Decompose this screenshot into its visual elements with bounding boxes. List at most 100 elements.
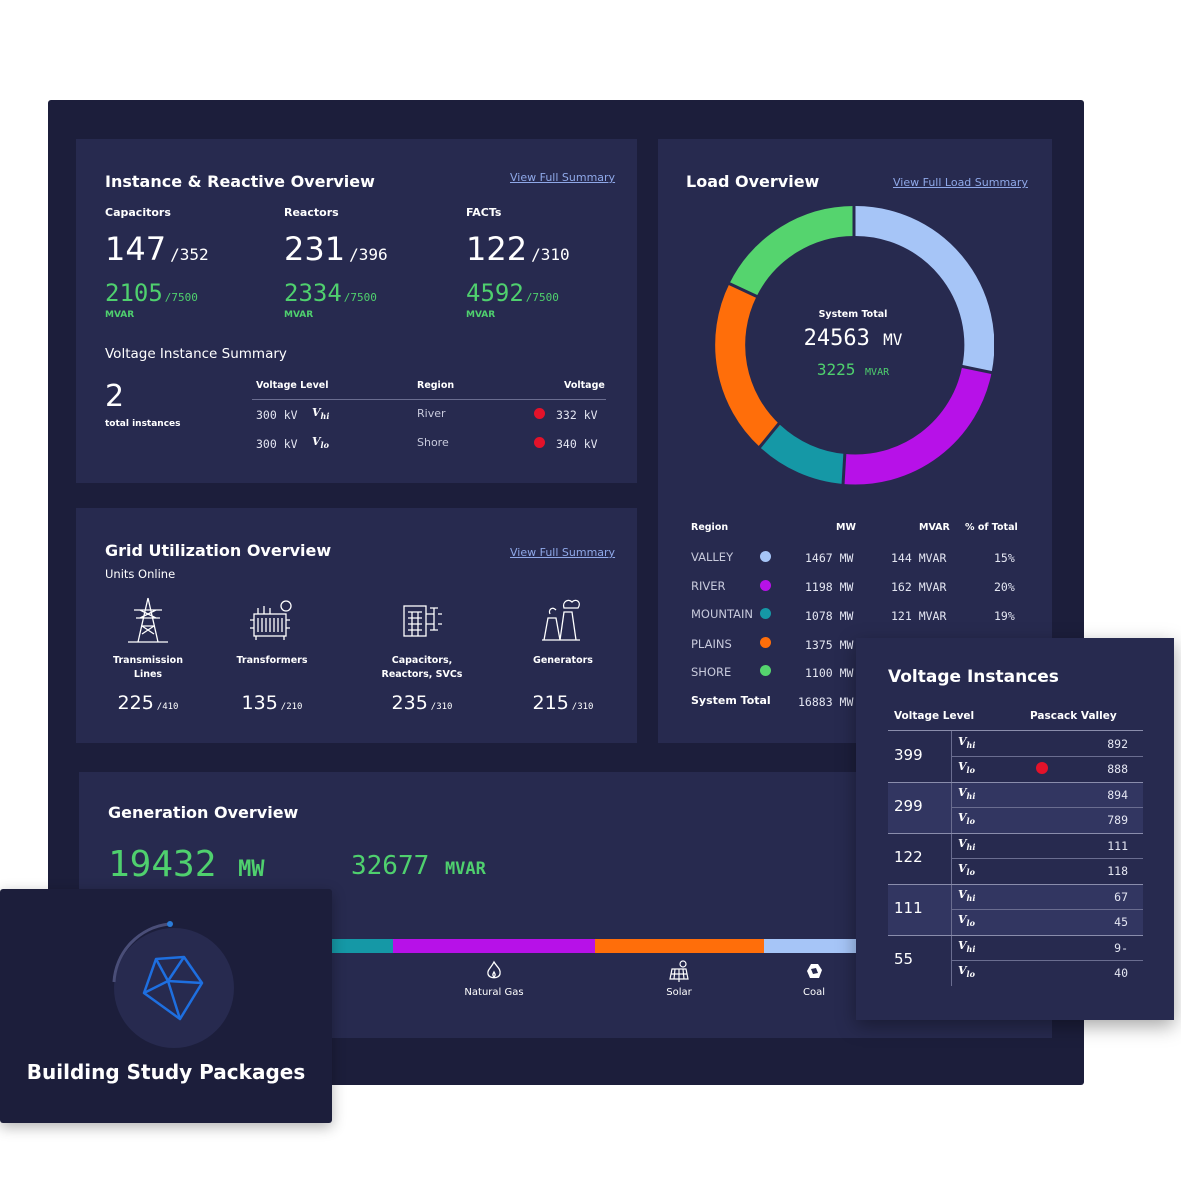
panel-title: Generation Overview: [108, 803, 299, 822]
table-divider: [252, 399, 606, 400]
reactors-unit: MVAR: [284, 310, 314, 320]
transformers-label: Transformers: [236, 655, 308, 666]
v-hi-value: 892: [1107, 737, 1128, 751]
donut-center-value: 24563 MV: [803, 326, 903, 351]
voltage-group-row: 111 Vhi 67 Vlo 45: [888, 885, 1143, 935]
v-lo-label: Vlo: [958, 811, 975, 827]
region-mw: 1100 MW: [805, 666, 854, 680]
v-lo-value: 888: [1107, 762, 1128, 776]
voltage-group-row: 55 Vhi 9- Vlo 40: [888, 936, 1143, 986]
voltage-level-value: 122: [894, 848, 923, 866]
coal-label: Coal: [802, 987, 825, 998]
generation-bar-segment: [764, 939, 859, 953]
region-pct: 15%: [994, 551, 1015, 565]
region-name: SHORE: [691, 665, 732, 679]
generation-mix-bar: [329, 939, 859, 953]
v-lo-label: Vlo: [958, 760, 975, 776]
header-region: Region: [417, 380, 455, 391]
transmission-lines-value: 225/410: [117, 692, 179, 714]
v-lo-label: Vlo: [958, 964, 975, 980]
card-title: Voltage Instances: [888, 667, 1059, 687]
panel-title: Grid Utilization Overview: [105, 541, 332, 560]
transmission-lines-label: Transmission Lines: [113, 655, 183, 680]
power-plant-icon: [542, 599, 580, 641]
reactors-mvar: 2334/7500: [284, 279, 377, 307]
view-full-load-summary-link[interactable]: View Full Load Summary: [893, 176, 1028, 189]
header-pascack-valley: Pascack Valley: [1030, 710, 1117, 722]
region-name: RIVER: [691, 579, 726, 593]
view-full-summary-link[interactable]: View Full Summary: [510, 546, 616, 559]
region-pct: 20%: [994, 580, 1015, 594]
voltage-level-value: 55: [894, 950, 914, 968]
legend-dot-valley: [760, 551, 771, 562]
generation-bar-segment: [393, 939, 595, 953]
voltage-level-value: 111: [894, 899, 923, 917]
alert-dot: [534, 437, 545, 448]
donut-segment-river: [842, 365, 992, 485]
alert-dot: [534, 408, 545, 419]
transmission-tower-icon: [128, 597, 168, 643]
header-voltage-level: Voltage Level: [894, 710, 975, 722]
voltage-level-value: 399: [894, 746, 923, 764]
capacitors-mvar: 2105/7500: [105, 279, 198, 307]
region-name: VALLEY: [691, 550, 734, 564]
generation-mvar: 32677 MVAR: [351, 851, 486, 881]
v-lo-value: 789: [1107, 813, 1128, 827]
instance-reactive-panel: Instance & Reactive Overview View Full S…: [76, 139, 637, 483]
v-lo-value: 40: [1114, 966, 1128, 980]
header-voltage-level: Voltage Level: [256, 380, 329, 391]
capacitors-reactors-svcs-value: 235/310: [391, 692, 453, 714]
voltage-group-row: 122 Vhi 111 Vlo 118: [888, 834, 1143, 884]
v-hi-label: Vhi: [958, 735, 976, 751]
v-lo-value: 118: [1107, 864, 1128, 878]
capacitor-bank-icon: [403, 605, 442, 637]
facts-label: FACTs: [466, 206, 502, 219]
voltage-instances-card: Voltage Instances Voltage Level Pascack …: [856, 638, 1174, 1020]
v-hi-label: Vhi: [958, 939, 976, 955]
panel-title: Load Overview: [686, 172, 820, 191]
donut-segment-shore: [729, 206, 855, 298]
group-divider: [888, 833, 1143, 834]
flame-icon: [487, 960, 501, 979]
row-region: Shore: [417, 436, 449, 449]
total-instances-label: total instances: [105, 419, 181, 429]
generation-bar-segment: [329, 939, 393, 953]
row-voltage: 340 kV: [556, 437, 598, 451]
header-pct-total: % of Total: [965, 522, 1018, 533]
legend-dot-shore: [760, 665, 771, 676]
alert-dot: [1036, 762, 1048, 774]
row-divider: [951, 756, 1143, 757]
capacitors-count: 147/352: [105, 230, 209, 268]
building-study-packages-card[interactable]: Building Study Packages: [0, 889, 332, 1123]
capacitors-reactors-svcs-label: Capacitors, Reactors, SVCs: [381, 655, 463, 680]
units-online-label: Units Online: [105, 567, 176, 581]
row-divider: [951, 960, 1143, 961]
row-level: 300 kV: [256, 437, 298, 451]
v-lo-label: Vlo: [312, 435, 329, 451]
view-full-summary-link[interactable]: View Full Summary: [510, 171, 616, 184]
region-mw: 1078 MW: [805, 609, 854, 623]
header-region: Region: [691, 522, 729, 533]
generators-label: Generators: [533, 655, 593, 666]
region-mvar: 162 MVAR: [891, 580, 947, 594]
row-region: River: [417, 407, 446, 420]
facts-mvar: 4592/7500: [466, 279, 559, 307]
legend-dot-river: [760, 580, 771, 591]
v-hi-value: 111: [1107, 839, 1128, 853]
v-hi-label: Vhi: [958, 888, 976, 904]
v-hi-label: Vhi: [958, 786, 976, 802]
promo-title: Building Study Packages: [26, 1060, 306, 1084]
load-overview-panel: Load Overview View Full Load Summary Sys…: [658, 139, 1052, 743]
header-mvar: MVAR: [919, 522, 950, 533]
header-divider: [888, 730, 1143, 731]
v-hi-label: Vhi: [312, 406, 330, 422]
column-divider: [951, 834, 952, 884]
coal-icon: [807, 964, 822, 978]
natural-gas-label: Natural Gas: [464, 987, 524, 998]
v-lo-label: Vlo: [958, 862, 975, 878]
region-mw: 1467 MW: [805, 551, 854, 565]
capacitors-label: Capacitors: [105, 206, 171, 219]
system-total-label: System Total: [691, 694, 771, 707]
donut-segment-plains: [715, 283, 781, 448]
voltage-group-row: 399 Vhi 892 Vlo 888: [888, 731, 1143, 782]
